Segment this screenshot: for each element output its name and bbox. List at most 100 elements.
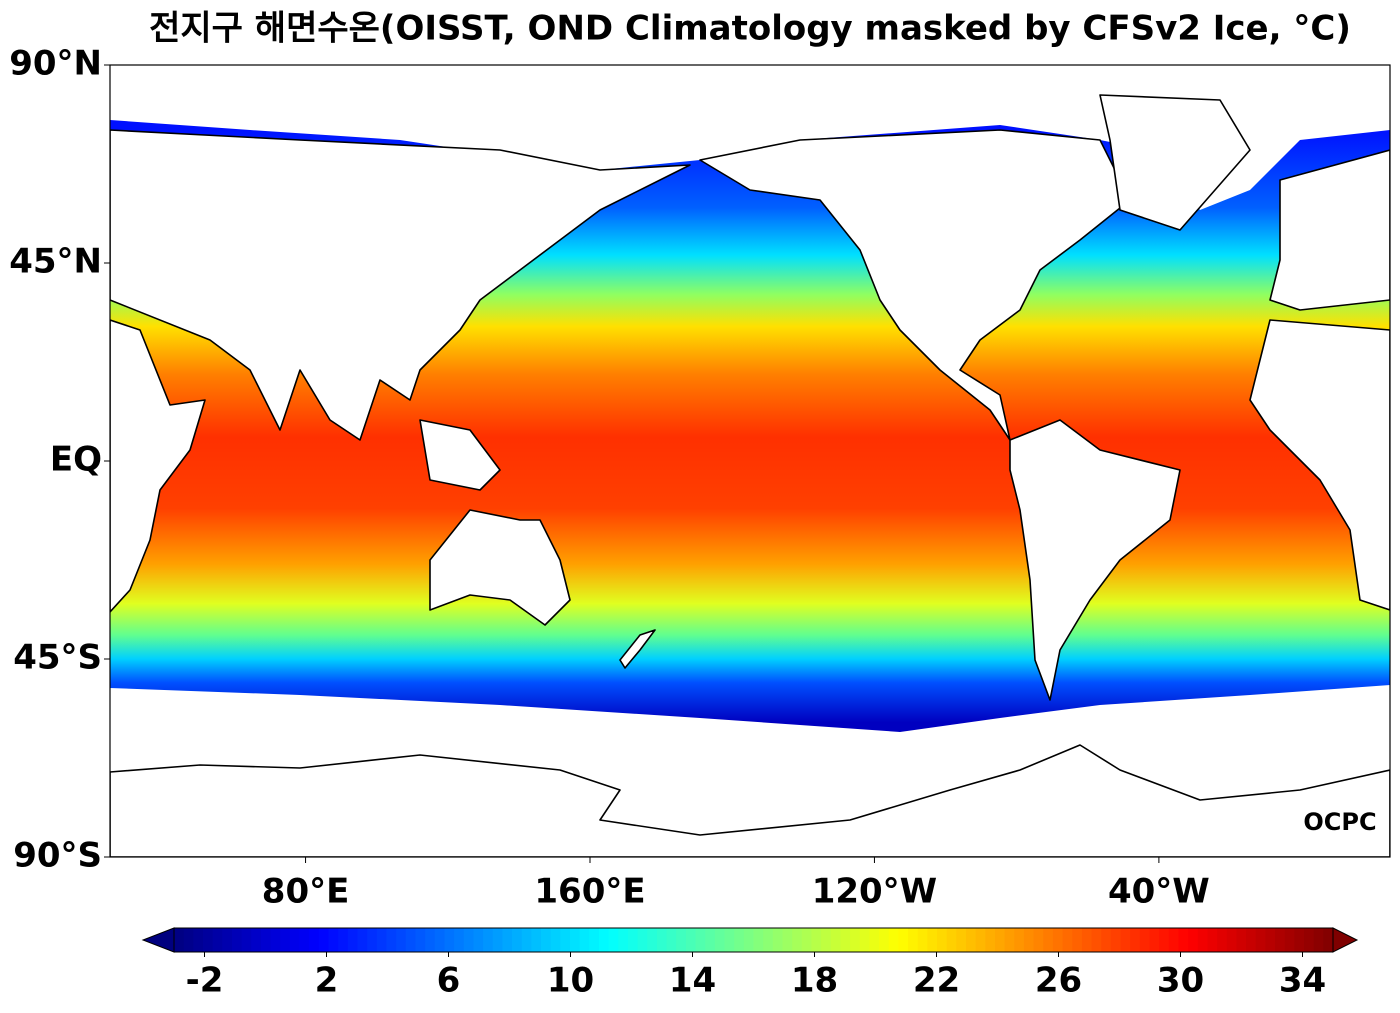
colorbar-segment — [299, 928, 310, 952]
colorbar-segment — [1033, 928, 1044, 952]
lon-tick-label: 80°E — [262, 872, 350, 912]
colorbar-segment — [792, 928, 803, 952]
colorbar-segment — [376, 928, 388, 952]
colorbar-segment — [801, 928, 813, 952]
colorbar-segment — [1023, 928, 1035, 952]
colorbar-segment — [1304, 928, 1315, 952]
colorbar-segment — [1091, 928, 1102, 952]
colorbar-segment — [492, 928, 503, 952]
colorbar-segment — [946, 928, 957, 952]
colorbar-segment — [521, 928, 532, 952]
colorbar-segment — [830, 928, 842, 952]
colorbar-segment — [1159, 928, 1170, 952]
colorbar-segment — [850, 928, 861, 952]
colorbar-segment — [985, 928, 996, 952]
colorbar-segment — [386, 928, 397, 952]
colorbar-segment — [1072, 928, 1083, 952]
colorbar-tick-label: 30 — [1157, 961, 1204, 1001]
colorbar-segment — [1081, 928, 1093, 952]
colorbar-segment — [1313, 928, 1324, 952]
new-zealand — [619, 629, 656, 669]
colorbar-tick-label: 6 — [437, 961, 461, 1001]
colorbar-segment — [714, 928, 726, 952]
colorbar-segment — [1188, 928, 1199, 952]
colorbar-segment — [627, 928, 639, 952]
arctic-ice — [110, 65, 1390, 210]
colorbar-segment — [1052, 928, 1064, 952]
colorbar-segment — [541, 928, 552, 952]
colorbar-segment — [560, 928, 571, 952]
colorbar-segment — [695, 928, 706, 952]
colorbar-tick-label: 22 — [913, 961, 960, 1001]
colorbar-segment — [724, 928, 735, 952]
colorbar-segment — [705, 928, 716, 952]
colorbar-segment — [618, 928, 629, 952]
colorbar-segment — [1120, 928, 1131, 952]
colorbar-segment — [1323, 928, 1334, 952]
colorbar-segment — [869, 928, 880, 952]
colorbar-segment — [425, 928, 436, 952]
eurasia — [110, 129, 691, 441]
colorbar-segment — [1236, 928, 1247, 952]
africa-west — [110, 319, 206, 613]
colorbar-segment — [357, 928, 368, 952]
colorbar-segment — [937, 928, 948, 952]
colorbar-segment — [318, 928, 330, 952]
colorbar-segment — [463, 928, 475, 952]
colorbar-segment — [270, 928, 281, 952]
colorbar-segment — [1217, 928, 1228, 952]
lon-tick-label: 160°E — [534, 872, 645, 912]
colorbar-segment — [763, 928, 774, 952]
colorbar-segment — [338, 928, 349, 952]
colorbar-segment — [241, 928, 252, 952]
lat-tick-label: EQ — [50, 440, 102, 480]
colorbar-segment — [405, 928, 417, 952]
colorbar-segment — [965, 928, 977, 952]
colorbar-segment — [647, 928, 658, 952]
lat-tick-label: 45°S — [13, 638, 102, 678]
colorbar-segment — [289, 928, 301, 952]
north-america — [699, 129, 1131, 441]
colorbar-tick-label: 14 — [669, 961, 716, 1001]
colorbar-segment — [193, 928, 204, 952]
colorbar-segment — [1110, 928, 1122, 952]
colorbar-segment — [231, 928, 243, 952]
colorbar-segment — [859, 928, 870, 952]
colorbar-segment — [396, 928, 407, 952]
colorbar-segment — [898, 928, 909, 952]
africa-east — [1249, 319, 1390, 611]
colorbar-tick-label: 10 — [547, 961, 594, 1001]
colorbar-segment — [569, 928, 581, 952]
lon-tick-label: 120°W — [812, 872, 937, 912]
map-area — [110, 65, 1390, 857]
colorbar-segment — [347, 928, 359, 952]
colorbar-segment — [1246, 928, 1257, 952]
colorbar-segment — [222, 928, 233, 952]
colorbar-segment — [512, 928, 523, 952]
colorbar-segment — [1043, 928, 1054, 952]
colorbar-segment — [879, 928, 890, 952]
colorbar-segment — [212, 928, 223, 952]
colorbar-tick-label: 34 — [1279, 961, 1326, 1001]
colorbar-segment — [502, 928, 513, 952]
logo: OCPC — [1303, 808, 1376, 836]
colorbar-extend-low — [141, 927, 175, 953]
south-america — [1009, 419, 1181, 701]
colorbar-segment — [608, 928, 619, 952]
colorbar-segment — [666, 928, 677, 952]
colorbar-segment — [1168, 928, 1180, 952]
colorbar-segment — [473, 928, 484, 952]
colorbar-segment — [183, 928, 194, 952]
colorbar-segment — [328, 928, 339, 952]
colorbar-segment — [598, 928, 610, 952]
colorbar-segment — [811, 928, 822, 952]
antarctica — [110, 744, 1390, 857]
colorbar-tick-label: 18 — [791, 961, 838, 1001]
colorbar-segment — [1101, 928, 1112, 952]
colorbar-tick-label: 26 — [1035, 961, 1082, 1001]
colorbar-segment — [434, 928, 446, 952]
colorbar-segment — [550, 928, 561, 952]
colorbar-frame — [173, 927, 1334, 953]
lat-tick-label: 90°N — [9, 44, 102, 84]
colorbar-segment — [531, 928, 542, 952]
